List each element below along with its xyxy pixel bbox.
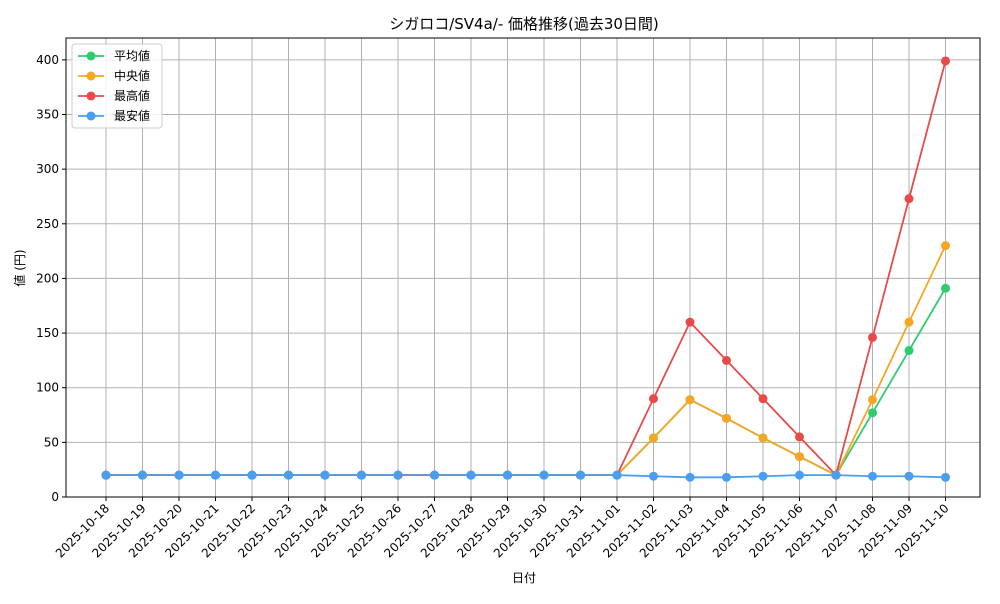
- data-point: [941, 241, 950, 251]
- data-point: [868, 332, 877, 342]
- data-point: [685, 317, 695, 327]
- y-tick-label: 150: [36, 326, 59, 340]
- chart-title: シガロコ/SV4a/- 価格推移(過去30日間): [389, 15, 659, 33]
- data-point: [941, 283, 950, 293]
- data-point: [649, 471, 658, 481]
- data-point: [722, 413, 731, 423]
- series-line: [106, 245, 947, 477]
- data-point: [503, 470, 512, 480]
- data-point: [941, 472, 950, 482]
- data-point: [795, 432, 804, 442]
- data-point: [904, 471, 914, 481]
- legend-marker: [86, 111, 96, 121]
- data-point: [174, 470, 184, 480]
- data-point: [758, 471, 768, 481]
- y-tick-label: 350: [36, 108, 59, 122]
- data-point: [393, 470, 403, 480]
- data-point: [320, 470, 330, 480]
- data-point: [430, 470, 439, 480]
- y-tick-label: 50: [44, 435, 59, 449]
- legend-marker: [86, 71, 96, 81]
- series-group: [101, 56, 950, 480]
- legend-marker: [86, 91, 96, 101]
- series-line: [106, 60, 947, 477]
- data-point: [722, 472, 731, 482]
- data-point: [904, 317, 914, 327]
- data-point: [649, 394, 658, 404]
- y-tick-label: 0: [51, 490, 59, 504]
- y-tick-label: 400: [36, 53, 59, 67]
- legend-marker: [86, 51, 96, 61]
- series-line: [106, 474, 946, 479]
- series-layer: [101, 56, 950, 482]
- y-tick-label: 100: [36, 381, 59, 395]
- data-point: [904, 346, 914, 356]
- data-point: [795, 470, 804, 480]
- data-point: [758, 394, 768, 404]
- data-point: [247, 470, 257, 480]
- y-axis-label: 値 (円): [12, 249, 27, 286]
- data-point: [576, 470, 585, 480]
- y-tick-label: 250: [36, 217, 59, 231]
- legend-label: 平均値: [114, 48, 150, 63]
- x-axis: 2025-10-182025-10-192025-10-202025-10-21…: [53, 497, 952, 560]
- data-point: [649, 433, 658, 443]
- data-point: [138, 470, 147, 480]
- data-point: [722, 355, 731, 365]
- data-point: [357, 470, 366, 480]
- data-point: [904, 194, 914, 204]
- data-point: [868, 408, 877, 418]
- data-point: [941, 56, 950, 66]
- legend-label: 最安値: [114, 108, 150, 123]
- y-tick-label: 200: [36, 271, 59, 285]
- grid-lines: [66, 38, 980, 498]
- legend-label: 中央値: [114, 68, 150, 83]
- legend-label: 最高値: [114, 88, 150, 103]
- data-point: [831, 470, 841, 480]
- y-axis: 0 50 100 150 200 250 300 350 400: [36, 53, 66, 504]
- data-point: [868, 471, 877, 481]
- plot-frame: [65, 37, 981, 498]
- x-axis-label: 日付: [512, 571, 536, 585]
- data-point: [868, 395, 877, 405]
- series-group: [101, 470, 950, 482]
- series-line: [106, 287, 947, 477]
- y-tick-label: 300: [36, 162, 59, 176]
- legend-box: [71, 43, 163, 129]
- data-point: [758, 433, 768, 443]
- data-point: [612, 470, 622, 480]
- data-point: [211, 470, 220, 480]
- data-point: [101, 470, 111, 480]
- data-point: [284, 470, 293, 480]
- series-group: [101, 283, 950, 480]
- data-point: [539, 470, 549, 480]
- data-point: [466, 470, 476, 480]
- data-point: [795, 452, 804, 462]
- series-group: [101, 241, 950, 480]
- data-point: [685, 395, 695, 405]
- data-point: [685, 472, 695, 482]
